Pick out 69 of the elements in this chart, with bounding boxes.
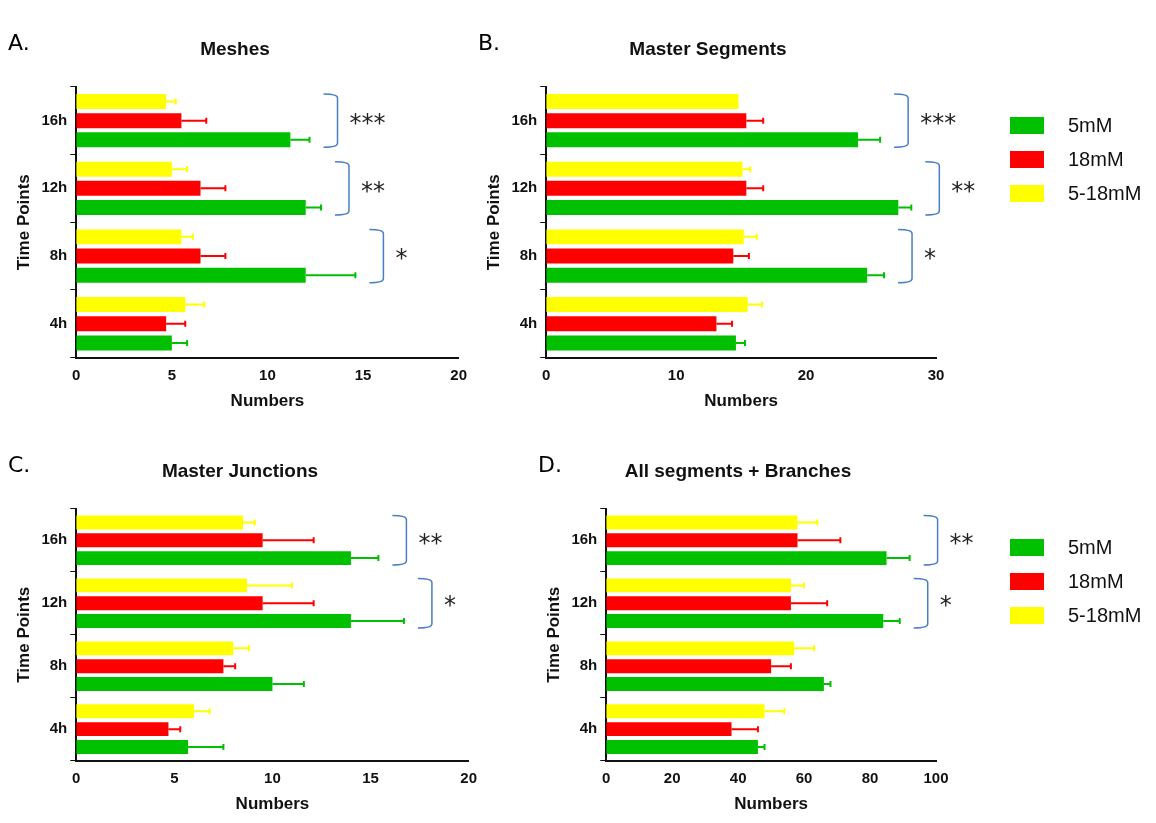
x-tick-label: 20 <box>460 768 477 786</box>
x-tick-label: 20 <box>663 768 681 786</box>
x-tick-label: 80 <box>861 768 879 786</box>
annotation: * <box>395 244 408 273</box>
x-tick-label: 0 <box>72 365 81 383</box>
y-tick-label: 12h <box>41 593 68 611</box>
x-tick-label: 10 <box>264 768 281 786</box>
y-axis-title: Time Points <box>543 586 563 683</box>
x-tick-label: 60 <box>795 768 813 786</box>
y-tick-label: 16h <box>41 110 68 128</box>
x-tick-label: 0 <box>602 768 611 786</box>
x-tick-label: 15 <box>354 365 372 383</box>
legend-label: 18mM <box>1068 147 1124 171</box>
legend-label: 5-18mM <box>1068 181 1142 205</box>
y-tick-label: 8h <box>49 656 68 674</box>
x-axis-title: Numbers <box>230 391 305 411</box>
chart-title: Meshes <box>200 37 270 59</box>
bar <box>546 93 739 109</box>
y-tick-label: 12h <box>41 178 68 196</box>
x-axis-title: Numbers <box>734 794 808 814</box>
y-tick-label: 16h <box>511 110 538 128</box>
x-tick-label: 20 <box>797 365 815 383</box>
x-tick-label: 40 <box>729 768 747 786</box>
y-tick-label: 12h <box>511 178 538 196</box>
legend-label: 5-18mM <box>1068 603 1142 627</box>
chart-title: Master Segments <box>629 37 787 59</box>
annotation: * <box>924 244 937 273</box>
y-tick-label: 16h <box>41 530 68 548</box>
x-tick-label: 5 <box>170 768 179 786</box>
text: A. <box>8 30 30 55</box>
x-tick-label: 15 <box>362 768 379 786</box>
y-axis-title: Time Points <box>13 586 33 683</box>
x-axis-title: Numbers <box>704 391 778 411</box>
x-axis-title: Numbers <box>235 794 310 814</box>
legend-label: 5mM <box>1068 113 1113 137</box>
x-tick-label: 0 <box>72 768 81 786</box>
text: B. <box>478 30 501 55</box>
chart-title: Master Junctions <box>161 459 319 481</box>
x-tick-label: 10 <box>667 365 685 383</box>
y-tick-label: 4h <box>49 719 68 737</box>
text: * <box>939 591 952 620</box>
text: C. <box>8 452 31 477</box>
annotation: *** <box>349 108 386 137</box>
chart-title: All segments + Branches <box>624 459 852 481</box>
y-tick-label: 16h <box>571 530 598 548</box>
y-tick-label: 4h <box>519 313 538 331</box>
annotation: ** <box>360 176 385 205</box>
y-tick-label: 4h <box>49 313 68 331</box>
x-tick-label: 100 <box>923 768 949 786</box>
text: ** <box>949 528 974 557</box>
y-tick-label: 4h <box>579 719 598 737</box>
text: D. <box>538 452 562 477</box>
legend-label: 5mM <box>1068 535 1113 559</box>
x-tick-label: 30 <box>927 365 945 383</box>
legend-label: 18mM <box>1068 569 1124 593</box>
annotation: *** <box>920 108 957 137</box>
y-axis-title: Time Points <box>13 174 33 271</box>
y-tick-label: 8h <box>579 656 598 674</box>
y-tick-label: 8h <box>519 246 538 264</box>
text: ** <box>951 176 976 205</box>
x-tick-label: 10 <box>259 365 276 383</box>
y-tick-label: 12h <box>571 593 598 611</box>
x-tick-label: 20 <box>450 365 467 383</box>
x-tick-label: 5 <box>167 365 177 383</box>
x-tick-label: 0 <box>542 365 551 383</box>
y-tick-label: 8h <box>49 246 68 264</box>
y-axis-title: Time Points <box>483 174 503 271</box>
annotation: * <box>443 591 456 620</box>
annotation: ** <box>418 528 443 557</box>
